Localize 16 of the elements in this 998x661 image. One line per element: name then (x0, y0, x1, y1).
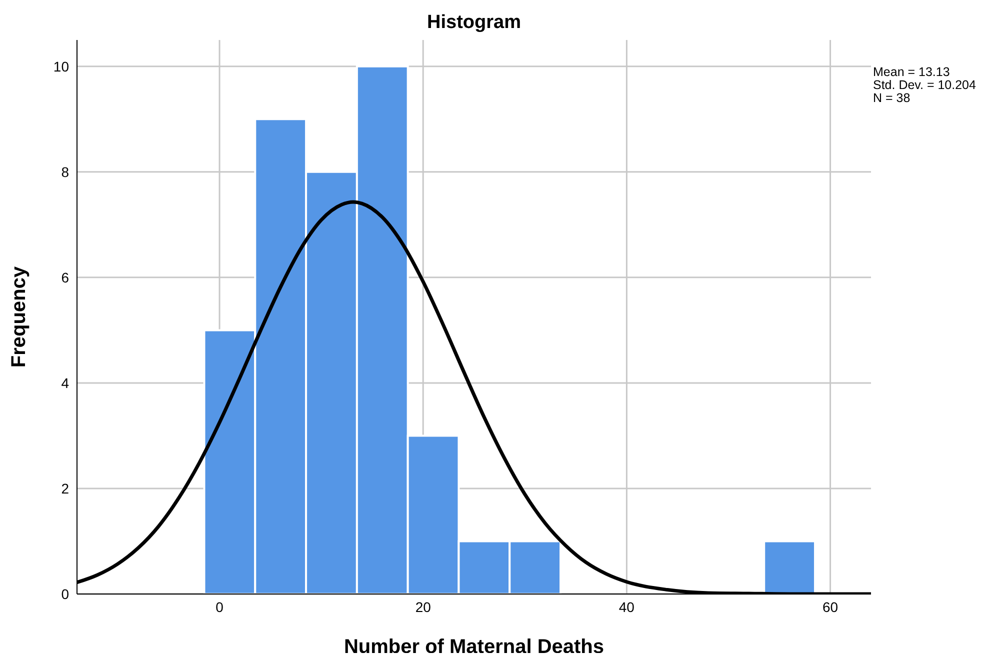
y-tick-label: 8 (61, 164, 70, 180)
x-tick-label: 60 (822, 598, 838, 615)
y-tick-label: 2 (61, 480, 70, 496)
text: Mean = 13.13 (873, 65, 951, 79)
y-axis-title: Frequency (8, 266, 30, 368)
y-tick-label: 0 (61, 586, 70, 602)
text: N = 38 (873, 91, 912, 105)
x-axis-title: Number of Maternal Deaths (344, 636, 604, 658)
chart-title: Histogram (426, 12, 522, 34)
x-tick-label: 0 (216, 598, 224, 615)
x-tick-label: 20 (415, 598, 432, 615)
y-tick-label: 4 (61, 374, 70, 391)
text: Std. Dev. = 10.204 (873, 78, 976, 92)
x-tick-label: 40 (618, 598, 635, 615)
y-tick-label: 6 (61, 269, 70, 286)
y-tick-label: 10 (53, 58, 70, 74)
